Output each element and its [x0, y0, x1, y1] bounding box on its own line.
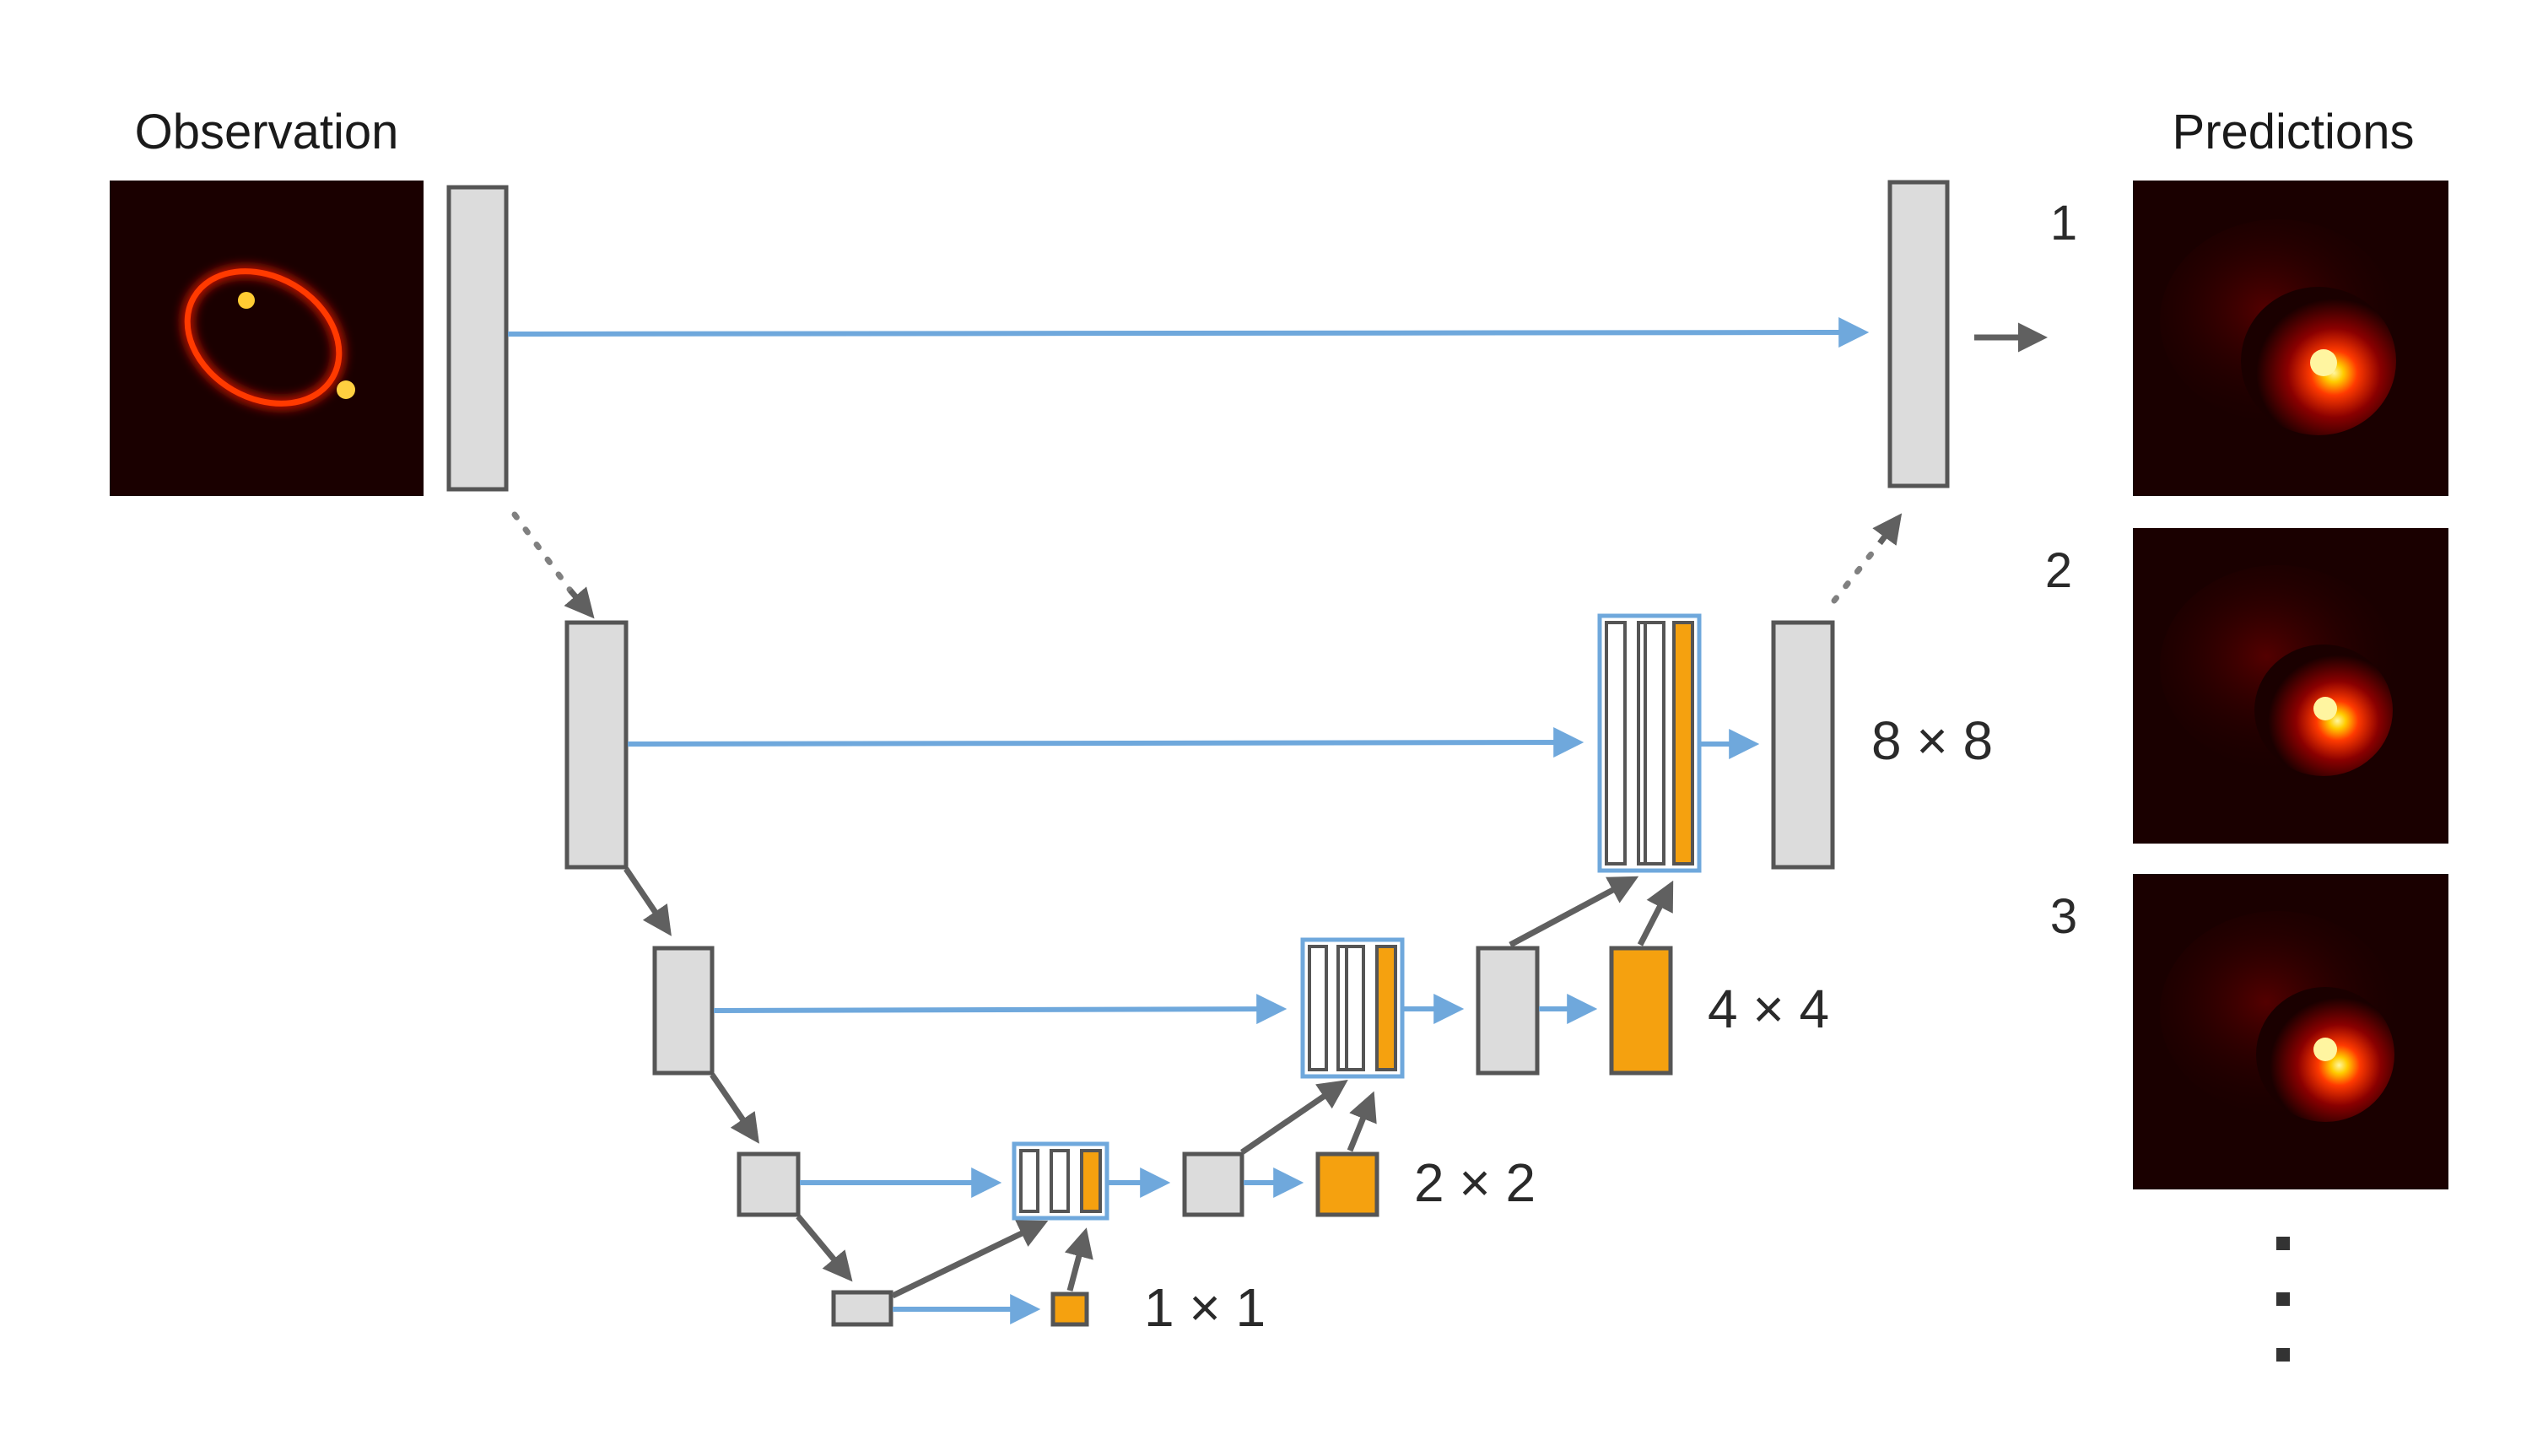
- size-label-4x4: 4 × 4: [1708, 979, 1829, 1039]
- vertical-ellipsis-icon: [2276, 1237, 2290, 1362]
- concat-block-8x8: [1597, 613, 1702, 873]
- size-label-2x2: 2 × 2: [1414, 1152, 1536, 1213]
- decoder-block-4x4: [1476, 946, 1540, 1076]
- encoder-block-4x4: [652, 946, 715, 1076]
- encoder-block-8x8: [564, 620, 629, 870]
- prediction-number-1: 1: [2050, 196, 2077, 251]
- downsample-dotted-arrow: [511, 511, 574, 594]
- new-feature-block-4x4: [1609, 946, 1673, 1076]
- prediction-number-3: 3: [2050, 889, 2077, 944]
- downsample-arrow-head-0: [564, 586, 595, 619]
- upsample-arrow-4x4: [1509, 876, 1639, 948]
- upsample-arrow-2x2: [1240, 1080, 1348, 1155]
- size-label-1x1: 1 × 1: [1144, 1277, 1266, 1338]
- upsample-dotted-arrow: [1831, 540, 1883, 604]
- downsample-arrow-4x4: [710, 1073, 759, 1144]
- observation-image: [110, 181, 424, 496]
- concat-block-4x4: [1300, 937, 1405, 1079]
- concat-block-2x2: [1012, 1141, 1109, 1221]
- skip-arrow-8x8: [627, 727, 1584, 758]
- observation-title: Observation: [135, 105, 399, 159]
- new-feature-arrow-1x1: [1064, 1227, 1093, 1292]
- upsample-arrow-head-0: [1872, 513, 1903, 546]
- bottleneck-block-1x1: [831, 1290, 893, 1327]
- prediction-image-1: [2133, 181, 2448, 496]
- prediction-image-3: [2133, 874, 2448, 1189]
- new-feature-arrow-4x4: [1637, 880, 1674, 946]
- new-feature-block-1x1: [1050, 1292, 1089, 1327]
- prediction-number-2: 2: [2045, 543, 2072, 598]
- upsample-arrow-1x1: [891, 1220, 1049, 1299]
- prediction-image-2: [2133, 528, 2448, 844]
- size-label-8x8: 8 × 8: [1871, 710, 1993, 771]
- decoder-block-level-0: [1887, 180, 1950, 488]
- downsample-arrow-8x8: [624, 867, 672, 936]
- encoder-block-level-0: [446, 185, 509, 492]
- skip-arrow-4x4: [713, 994, 1287, 1025]
- decoder-block-8x8: [1771, 620, 1835, 870]
- decoder-block-2x2: [1182, 1151, 1244, 1217]
- encoder-block-2x2: [737, 1151, 801, 1217]
- new-feature-arrow-2x2: [1347, 1091, 1377, 1152]
- new-feature-block-2x2: [1315, 1151, 1379, 1217]
- skip-arrow-level-0: [507, 317, 1870, 348]
- predictions-title: Predictions: [2173, 105, 2415, 159]
- downsample-arrow-2x2: [796, 1214, 853, 1282]
